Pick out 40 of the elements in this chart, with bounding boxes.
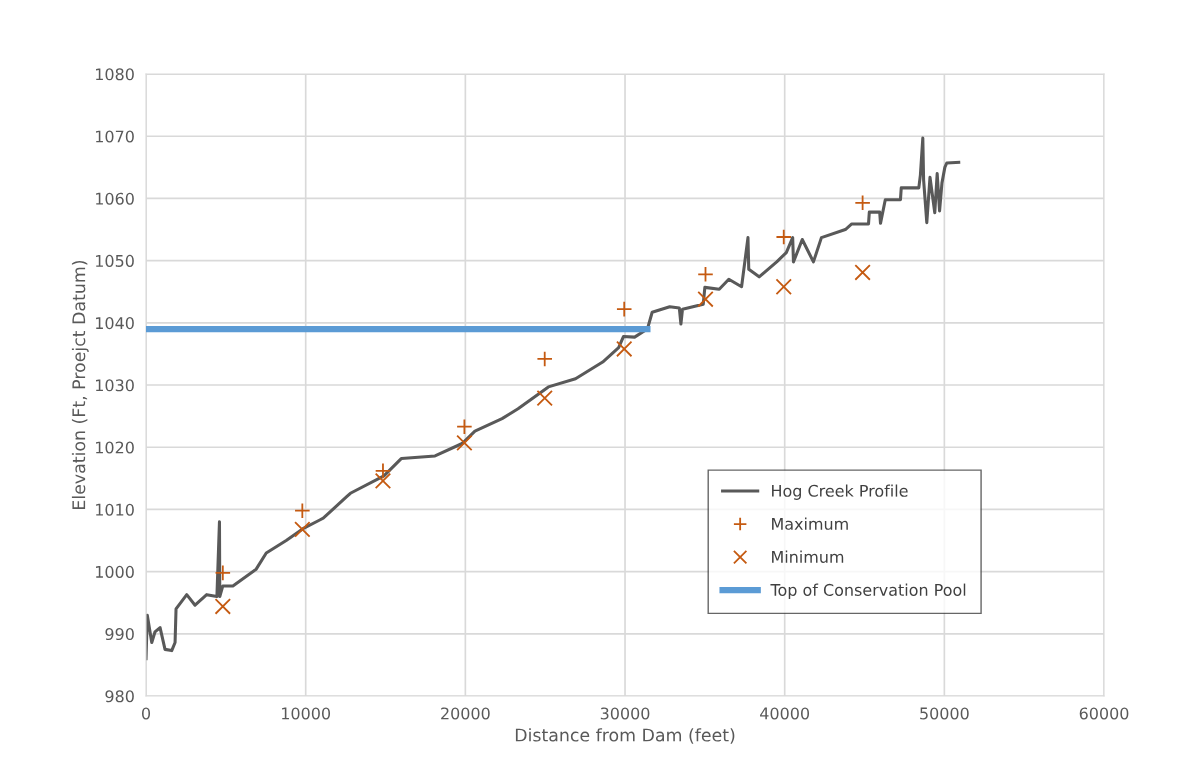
point xyxy=(374,472,392,490)
point xyxy=(214,564,232,582)
y-tick-label: 990 xyxy=(105,628,134,641)
point xyxy=(697,266,714,283)
y-tick-label: 1020 xyxy=(96,441,134,454)
y-tick-label: 1070 xyxy=(96,130,134,143)
legend-label: Maximum xyxy=(772,517,848,530)
point xyxy=(536,350,553,368)
point xyxy=(697,291,714,308)
legend-label: Top of Conservation Pool xyxy=(770,583,966,600)
point xyxy=(775,278,792,295)
y-tick-label: 1080 xyxy=(96,68,134,81)
point xyxy=(775,228,792,246)
x-tick-label: 0 xyxy=(141,707,151,720)
y-tick-label: 1030 xyxy=(96,379,134,392)
x-tick-label: 50000 xyxy=(920,707,969,720)
point xyxy=(294,502,311,519)
point xyxy=(616,300,633,318)
y-tick-label: 1040 xyxy=(96,317,134,330)
x-tick-label: 10000 xyxy=(282,707,331,720)
point xyxy=(456,418,473,435)
y-tick-label: 1060 xyxy=(96,192,134,205)
x-tick-label: 20000 xyxy=(441,707,490,720)
legend-label: Hog Creek Profile xyxy=(772,484,908,500)
point xyxy=(294,521,311,538)
point xyxy=(536,389,553,407)
point xyxy=(616,340,633,358)
y-tick-label: 980 xyxy=(105,690,134,703)
y-tick-label: 1000 xyxy=(96,565,134,578)
point xyxy=(854,264,871,281)
point xyxy=(456,434,473,452)
legend-label: Minimum xyxy=(772,550,844,563)
x-tick-label: 30000 xyxy=(600,707,650,720)
y-tick-label: 1050 xyxy=(96,254,134,267)
x-axis-title: Distance from Dam (feet) xyxy=(515,728,735,744)
y-tick-label: 1010 xyxy=(96,503,134,516)
x-tick-label: 60000 xyxy=(1079,707,1129,720)
y-axis-title: Elevation (Ft, Proejct Datum) xyxy=(71,260,89,509)
x-tick-label: 40000 xyxy=(760,707,810,720)
point xyxy=(214,598,232,615)
